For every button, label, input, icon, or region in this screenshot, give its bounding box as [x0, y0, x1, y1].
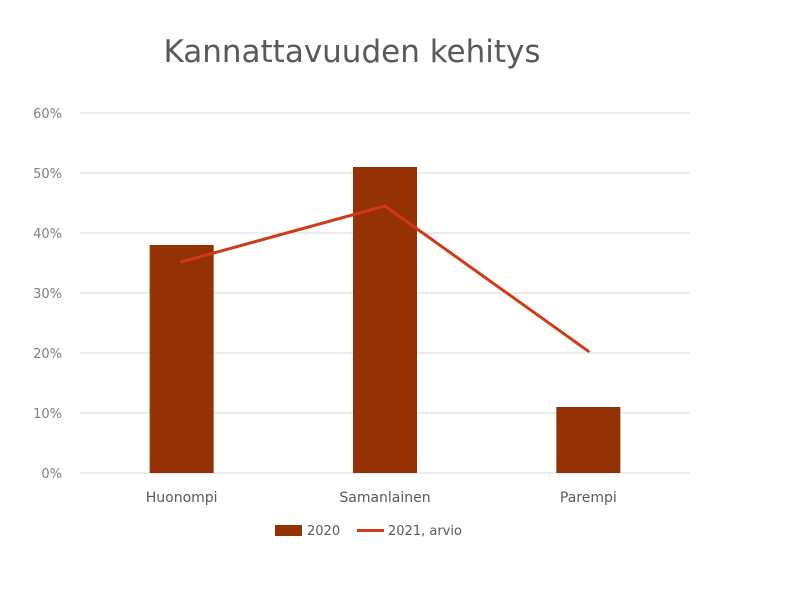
y-tick-label: 20% — [33, 347, 62, 362]
y-tick-label: 0% — [41, 467, 62, 482]
y-tick-label: 10% — [33, 407, 62, 422]
legend: 2020 2021, arvio — [275, 524, 462, 539]
y-tick-label: 40% — [33, 227, 62, 242]
y-tick-label: 60% — [33, 107, 62, 122]
legend-label: 2021, arvio — [388, 524, 462, 539]
line-2021-estimate — [180, 204, 590, 353]
bar-parempi — [556, 407, 621, 473]
chart-title: Kannattavuuden kehitys — [163, 34, 540, 70]
y-tick-label: 30% — [33, 287, 62, 302]
y-axis-ticks: 0% 10% 20% 30% 40% 50% 60% — [33, 107, 62, 482]
y-tick-label: 50% — [33, 167, 62, 182]
legend-label: 2020 — [307, 524, 340, 539]
legend-swatch-2020 — [275, 525, 302, 536]
x-tick-label: Parempi — [560, 490, 617, 506]
x-tick-label: Samanlainen — [339, 490, 430, 506]
bar-series — [149, 167, 621, 473]
bar-samanlainen — [353, 167, 417, 473]
line-series — [180, 204, 590, 353]
bar-huonompi — [149, 245, 214, 473]
x-tick-label: Huonompi — [146, 490, 218, 506]
x-axis-ticks: Huonompi Samanlainen Parempi — [146, 490, 617, 506]
